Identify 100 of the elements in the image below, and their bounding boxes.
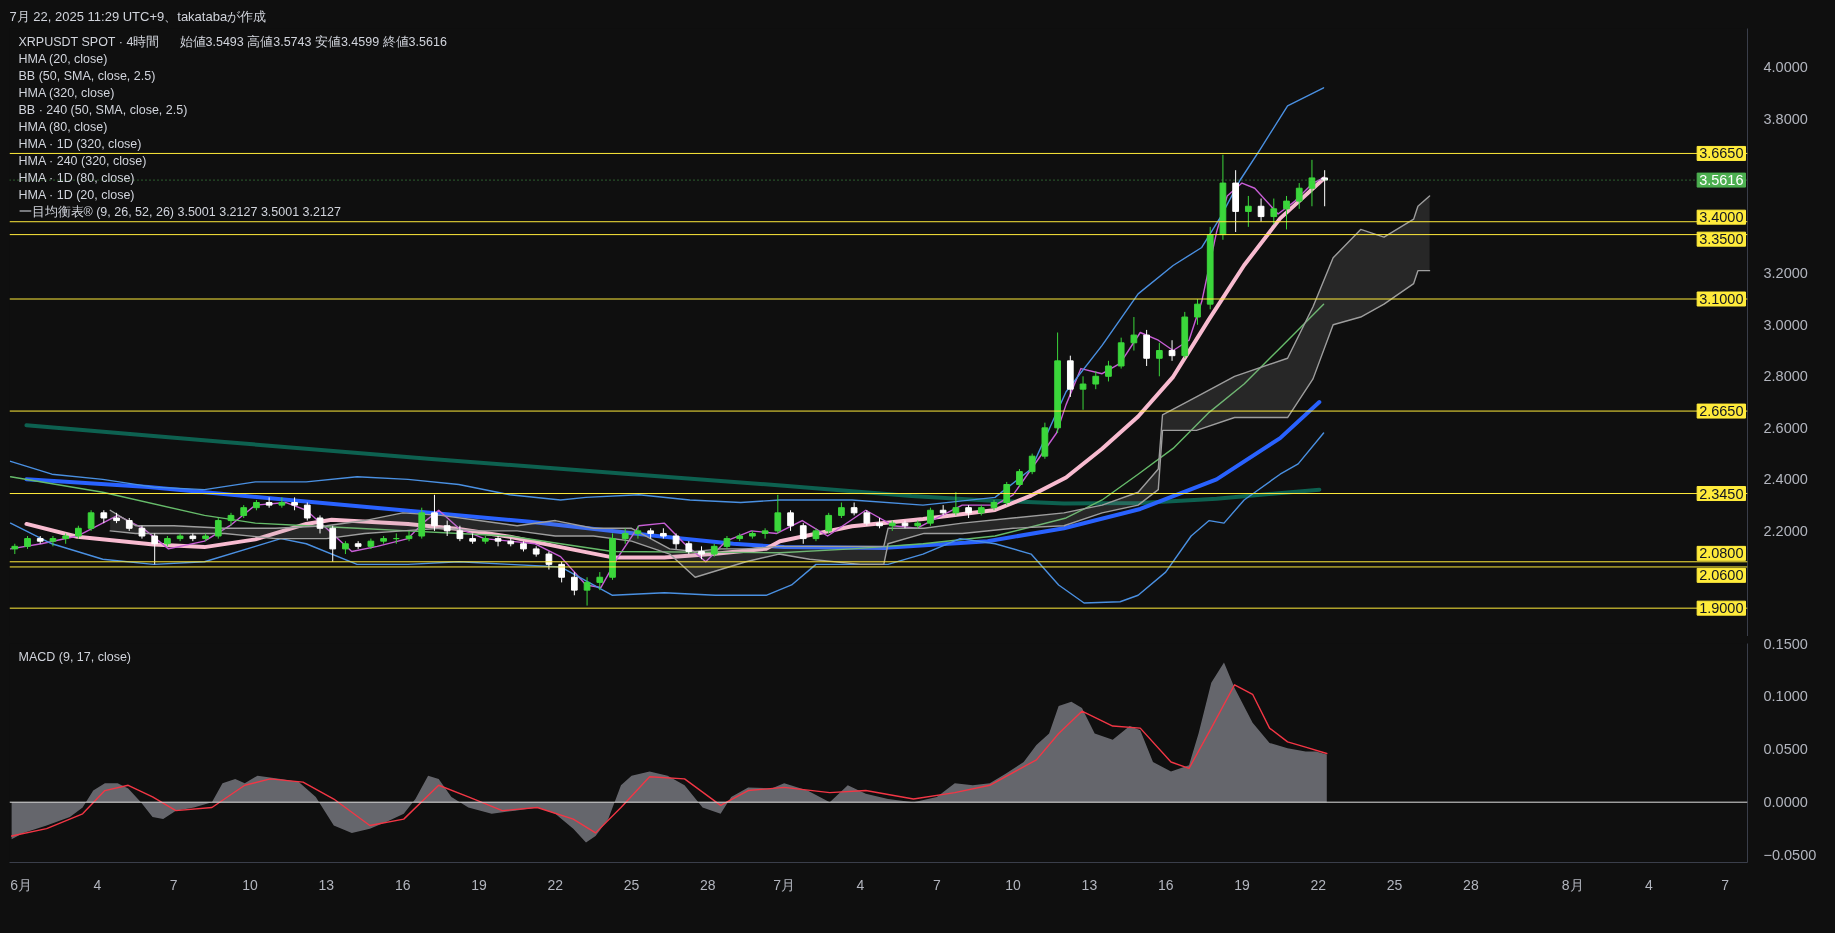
candlestick xyxy=(672,532,680,550)
annotation: HMA (20, close) xyxy=(18,51,108,66)
candlestick xyxy=(1321,169,1329,207)
candlestick xyxy=(1168,339,1176,362)
ref-line-label: 2.3450 xyxy=(1699,485,1744,502)
ref-line-label: 2.0800 xyxy=(1699,545,1744,562)
candlestick xyxy=(87,509,95,532)
y-tick-label: 3.8000 xyxy=(1763,110,1808,127)
candlestick xyxy=(761,527,769,540)
candlestick xyxy=(265,496,273,509)
line-series xyxy=(9,303,1325,554)
candlestick xyxy=(1130,316,1138,352)
x-tick-label: 7 xyxy=(1721,876,1730,893)
y-tick-label: −0.0500 xyxy=(1763,847,1817,864)
y-tick-label: 0.0500 xyxy=(1763,741,1808,758)
candlestick xyxy=(1244,195,1252,228)
y-tick-label: 2.8000 xyxy=(1763,368,1808,385)
candlestick xyxy=(596,571,604,591)
candlestick xyxy=(1016,468,1023,488)
candlestick xyxy=(1308,159,1316,207)
x-tick-label: 7 xyxy=(932,876,941,893)
candlestick xyxy=(431,494,438,532)
candlestick xyxy=(1092,370,1100,390)
candlestick xyxy=(825,512,833,534)
x-tick-label: 19 xyxy=(471,876,487,893)
x-tick-label: 4 xyxy=(1645,876,1654,893)
candlestick xyxy=(1283,195,1290,230)
annotation: HMA · 1D (20, close) xyxy=(18,187,135,202)
annotation: 一目均衡表® (9, 26, 52, 26) 3.5001 3.2127 3.5001 3.2127 xyxy=(18,204,341,219)
candlestick xyxy=(570,571,578,596)
candlestick xyxy=(214,517,222,540)
candlestick xyxy=(1117,337,1125,370)
x-tick-label: 28 xyxy=(700,876,716,893)
candlestick xyxy=(278,496,286,509)
candlestick xyxy=(494,535,502,547)
annotation: 始値3.5493 高値3.5743 安値3.4599 終値3.5616 xyxy=(179,33,447,49)
candlestick xyxy=(774,494,782,534)
annotation: HMA · 1D (80, close) xyxy=(18,170,135,185)
candlestick xyxy=(1295,182,1303,210)
candlestick xyxy=(303,502,311,522)
x-tick-label: 13 xyxy=(1081,876,1098,893)
x-tick-label: 6月 xyxy=(10,876,33,893)
x-tick-label: 16 xyxy=(394,876,411,893)
x-tick-label: 4 xyxy=(93,876,102,893)
y-tick-label: 2.2000 xyxy=(1763,522,1808,539)
line-series xyxy=(24,400,1322,550)
x-tick-label: 22 xyxy=(547,876,564,893)
line-series xyxy=(9,432,1325,604)
candlestick xyxy=(418,507,426,540)
x-tick-label: 10 xyxy=(242,876,259,893)
y-tick-label: 0.1500 xyxy=(1763,635,1808,652)
candlestick xyxy=(49,535,57,547)
candlestick xyxy=(634,525,642,540)
ref-line-label: 3.5616 xyxy=(1699,172,1744,189)
candlestick xyxy=(1257,198,1265,223)
annotation: BB (50, SMA, close, 2.5) xyxy=(18,68,156,83)
y-tick-label: 2.6000 xyxy=(1763,419,1808,436)
candlestick xyxy=(1028,453,1036,475)
x-tick-label: 25 xyxy=(1386,876,1403,893)
chart-subtitle: 7月 22, 2025 11:29 UTC+9、takatabaが作成 xyxy=(9,8,267,24)
candlestick xyxy=(1105,360,1112,382)
line-series xyxy=(24,423,1322,506)
candlestick xyxy=(952,491,960,516)
candlestick xyxy=(799,522,807,545)
ref-line-label: 2.6650 xyxy=(1699,403,1744,420)
candlestick xyxy=(1143,329,1150,367)
x-tick-label: 25 xyxy=(623,876,640,893)
annotation: HMA (80, close) xyxy=(18,119,108,134)
y-tick-label: 3.0000 xyxy=(1763,316,1808,333)
candlestick xyxy=(1155,342,1163,377)
y-tick-label: 2.4000 xyxy=(1763,471,1808,488)
line-series xyxy=(10,684,1328,837)
x-tick-label: 19 xyxy=(1234,876,1250,893)
annotation: MACD (9, 17, close) xyxy=(18,649,132,664)
y-tick-label: 4.0000 xyxy=(1763,59,1808,76)
x-tick-label: 8月 xyxy=(1561,876,1584,893)
line-series xyxy=(9,87,1325,506)
candlestick xyxy=(329,525,337,563)
candlestick xyxy=(227,512,235,527)
candlestick xyxy=(583,576,591,607)
candlestick xyxy=(1079,375,1087,411)
candlestick xyxy=(1194,298,1201,326)
x-tick-label: 7 xyxy=(169,876,178,893)
ref-line-label: 3.6650 xyxy=(1699,145,1744,162)
x-tick-label: 22 xyxy=(1310,876,1327,893)
annotation: BB · 240 (50, SMA, close, 2.5) xyxy=(18,102,188,117)
candlestick xyxy=(939,504,947,516)
x-tick-label: 4 xyxy=(856,876,865,893)
y-tick-label: 0.1000 xyxy=(1763,688,1808,705)
candlestick xyxy=(176,532,184,542)
candlestick xyxy=(850,502,858,516)
ref-line-label: 3.3500 xyxy=(1699,231,1744,248)
y-tick-label: 3.2000 xyxy=(1763,265,1808,282)
x-tick-label: 7月 xyxy=(773,876,796,893)
candlestick xyxy=(151,532,159,565)
annotation: HMA · 240 (320, close) xyxy=(18,153,147,168)
ref-line-label: 1.9000 xyxy=(1699,600,1744,617)
candlestick xyxy=(405,530,413,542)
candlestick xyxy=(927,507,934,527)
annotation: HMA (320, close) xyxy=(18,85,115,100)
